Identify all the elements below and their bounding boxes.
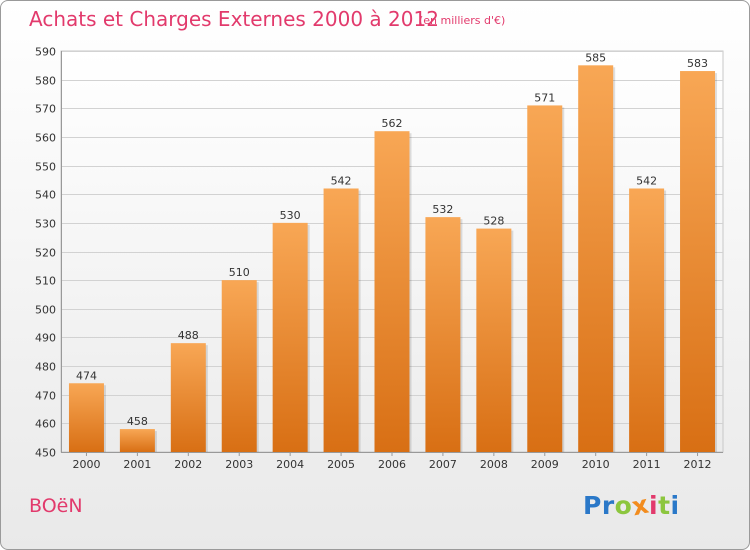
- bar: [527, 105, 563, 453]
- y-tick-label: 560: [35, 132, 56, 145]
- y-tick-label: 490: [35, 332, 56, 345]
- bar: [680, 71, 716, 453]
- bar: [374, 131, 410, 452]
- logo-letter: t: [658, 491, 671, 520]
- y-tick-label: 580: [35, 75, 56, 88]
- x-tick-label: 2012: [684, 458, 712, 471]
- y-tick-label: 590: [35, 46, 56, 59]
- data-label: 458: [127, 415, 148, 428]
- data-label: 530: [280, 209, 301, 222]
- data-label: 583: [687, 57, 708, 70]
- x-tick-label: 2007: [429, 458, 457, 471]
- place-name: BOëN: [29, 495, 83, 517]
- bar: [68, 383, 104, 452]
- bar: [221, 280, 257, 452]
- y-tick-label: 530: [35, 218, 56, 231]
- data-label: 585: [585, 51, 606, 64]
- bar: [170, 343, 206, 452]
- y-tick-label: 460: [35, 418, 56, 431]
- x-tick-label: 2000: [72, 458, 100, 471]
- x-tick-label: 2004: [276, 458, 304, 471]
- x-tick-label: 2003: [225, 458, 253, 471]
- logo-letter: i: [649, 491, 659, 520]
- y-tick-label: 520: [35, 247, 56, 260]
- y-tick-label: 510: [35, 275, 56, 288]
- bar: [425, 217, 461, 452]
- bar: [476, 228, 512, 452]
- data-label: 528: [483, 215, 504, 228]
- bar: [119, 429, 155, 452]
- logo-letter: P: [583, 491, 602, 520]
- data-label: 542: [636, 174, 657, 187]
- data-label: 571: [534, 91, 555, 104]
- data-label: 562: [382, 117, 403, 130]
- logo-letter: i: [670, 491, 680, 520]
- y-tick-label: 570: [35, 103, 56, 116]
- chart-title: Achats et Charges Externes 2000 à 2012: [29, 7, 439, 31]
- x-tick-label: 2006: [378, 458, 406, 471]
- bar: [323, 188, 359, 452]
- chart-subtitle: (en milliers d'€): [419, 14, 506, 27]
- bar: [272, 222, 308, 452]
- x-tick-label: 2002: [174, 458, 202, 471]
- data-label: 474: [76, 369, 97, 382]
- proxiti-logo: Proxiti: [583, 490, 680, 522]
- x-tick-label: 2005: [327, 458, 355, 471]
- y-tick-label: 500: [35, 304, 56, 317]
- y-tick-label: 450: [35, 447, 56, 460]
- bar: [578, 65, 614, 453]
- y-tick-label: 480: [35, 361, 56, 374]
- logo-letter: r: [601, 491, 615, 520]
- x-tick-label: 2010: [582, 458, 610, 471]
- logo-letter: o: [614, 491, 633, 520]
- data-label: 510: [229, 266, 250, 279]
- y-tick-label: 470: [35, 390, 56, 403]
- data-label: 488: [178, 329, 199, 342]
- bar: [629, 188, 665, 452]
- data-label: 532: [432, 203, 453, 216]
- x-tick-label: 2011: [633, 458, 661, 471]
- x-tick-label: 2008: [480, 458, 508, 471]
- y-tick-label: 540: [35, 189, 56, 202]
- data-label: 542: [331, 174, 352, 187]
- x-tick-label: 2009: [531, 458, 559, 471]
- y-tick-label: 550: [35, 161, 56, 174]
- x-tick-label: 2001: [123, 458, 151, 471]
